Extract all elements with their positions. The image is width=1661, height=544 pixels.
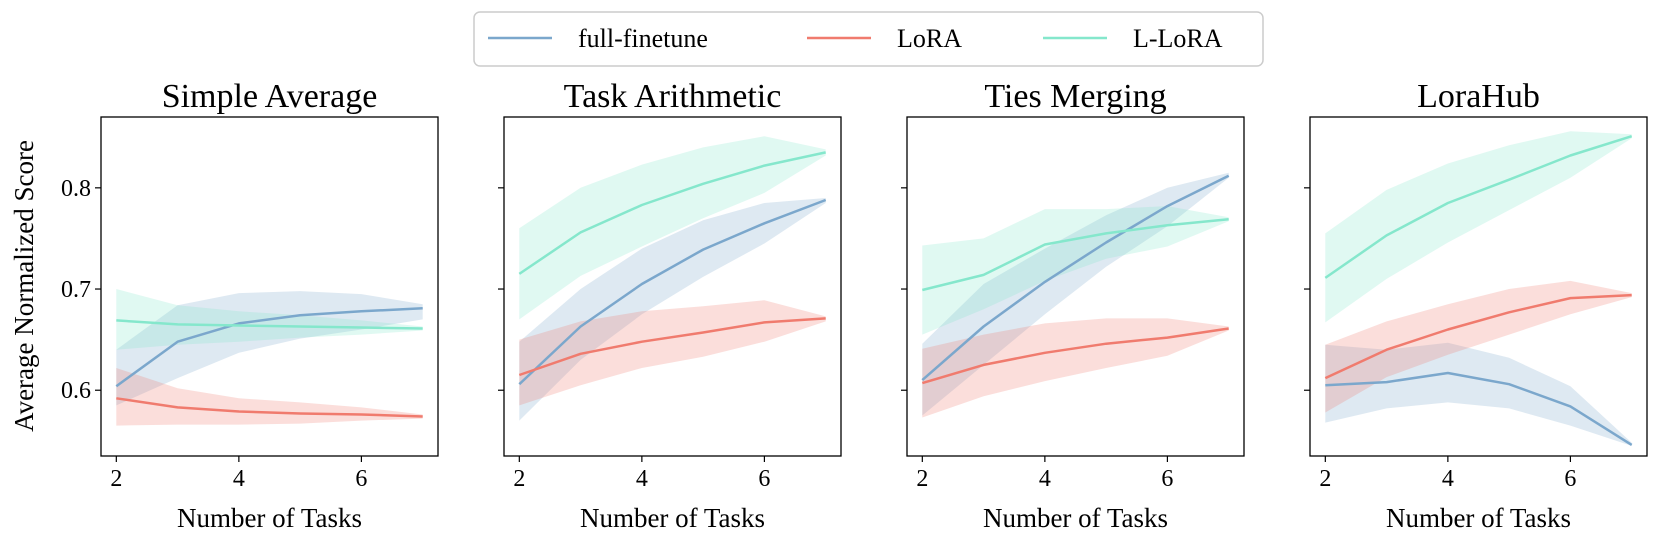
panel-title: Simple Average	[162, 78, 378, 115]
x-tick-label: 4	[233, 466, 245, 492]
line-full-finetune	[921, 174, 1230, 382]
y-tick-label: 0.7	[61, 277, 91, 303]
band-full-finetune	[922, 172, 1229, 416]
line-lora	[1324, 293, 1632, 380]
x-axis-label: Number of Tasks	[580, 503, 765, 533]
x-tick-label: 6	[758, 466, 770, 492]
band-l-lora	[1325, 131, 1632, 323]
x-tick-label: 4	[636, 466, 648, 492]
x-axis-label: Number of Tasks	[177, 503, 362, 533]
line-l-lora	[116, 319, 423, 330]
band-full-finetune	[1325, 342, 1632, 446]
x-tick-label: 2	[1319, 466, 1331, 492]
band-l-lora	[922, 206, 1229, 335]
band-l-lora	[519, 136, 826, 320]
x-tick-label: 2	[513, 466, 525, 492]
x-tick-label: 4	[1039, 466, 1051, 492]
line-lora	[921, 327, 1229, 385]
x-tick-label: 2	[916, 466, 928, 492]
x-tick-label: 4	[1442, 466, 1454, 492]
x-axis-label: Number of Tasks	[1386, 503, 1571, 533]
plot-frame	[100, 116, 439, 457]
line-full-finetune	[115, 307, 423, 388]
band-lora	[1325, 280, 1632, 413]
band-lora	[116, 368, 423, 426]
panel-lorahub: LoraHub 2 4 6 Number of Tasks	[1304, 78, 1648, 533]
panel-title: Task Arithmetic	[564, 78, 782, 115]
panels: Simple Average 2 4 6 0.6 0.7 0.8 Number of Task…	[61, 78, 1648, 533]
panel-title: LoraHub	[1417, 78, 1540, 115]
line-lora	[518, 317, 826, 377]
y-axis-label: Average Normalized Score	[9, 140, 39, 432]
legend-label-l-lora: L-LoRA	[1133, 24, 1223, 53]
x-tick-label: 6	[355, 466, 367, 492]
x-axis-label: Number of Tasks	[983, 503, 1168, 533]
panel-task-arithmetic: Task Arithmetic 2 4 6 Number of Tasks	[498, 78, 842, 533]
line-lora	[116, 397, 423, 418]
panel-ties-merging: Ties Merging 2 4 6 Number of Tasks	[901, 78, 1245, 533]
line-full-finetune	[1325, 371, 1633, 446]
legend-label-lora: LoRA	[897, 24, 962, 53]
x-tick-label: 6	[1564, 466, 1576, 492]
y-tick-label: 0.8	[61, 176, 91, 202]
plot-frame	[503, 116, 842, 457]
band-full-finetune	[519, 198, 826, 421]
y-tick-label: 0.6	[61, 378, 91, 404]
band-full-finetune	[116, 291, 423, 406]
line-full-finetune	[518, 198, 827, 386]
line-l-lora	[1324, 135, 1633, 279]
x-tick-label: 2	[110, 466, 122, 492]
plot-frame	[906, 116, 1245, 457]
line-l-lora	[922, 217, 1229, 292]
line-l-lora	[518, 151, 826, 275]
panel-simple-average: Simple Average 2 4 6 0.6 0.7 0.8 Number of Task…	[61, 78, 439, 533]
x-tick-label: 6	[1161, 466, 1173, 492]
legend-label-full-finetune: full-finetune	[578, 24, 708, 53]
panel-title: Ties Merging	[984, 78, 1166, 115]
plot-frame	[1309, 116, 1648, 457]
band-lora	[922, 318, 1229, 418]
legend: full-finetune LoRA L-LoRA	[473, 11, 1264, 67]
band-lora	[519, 300, 826, 406]
